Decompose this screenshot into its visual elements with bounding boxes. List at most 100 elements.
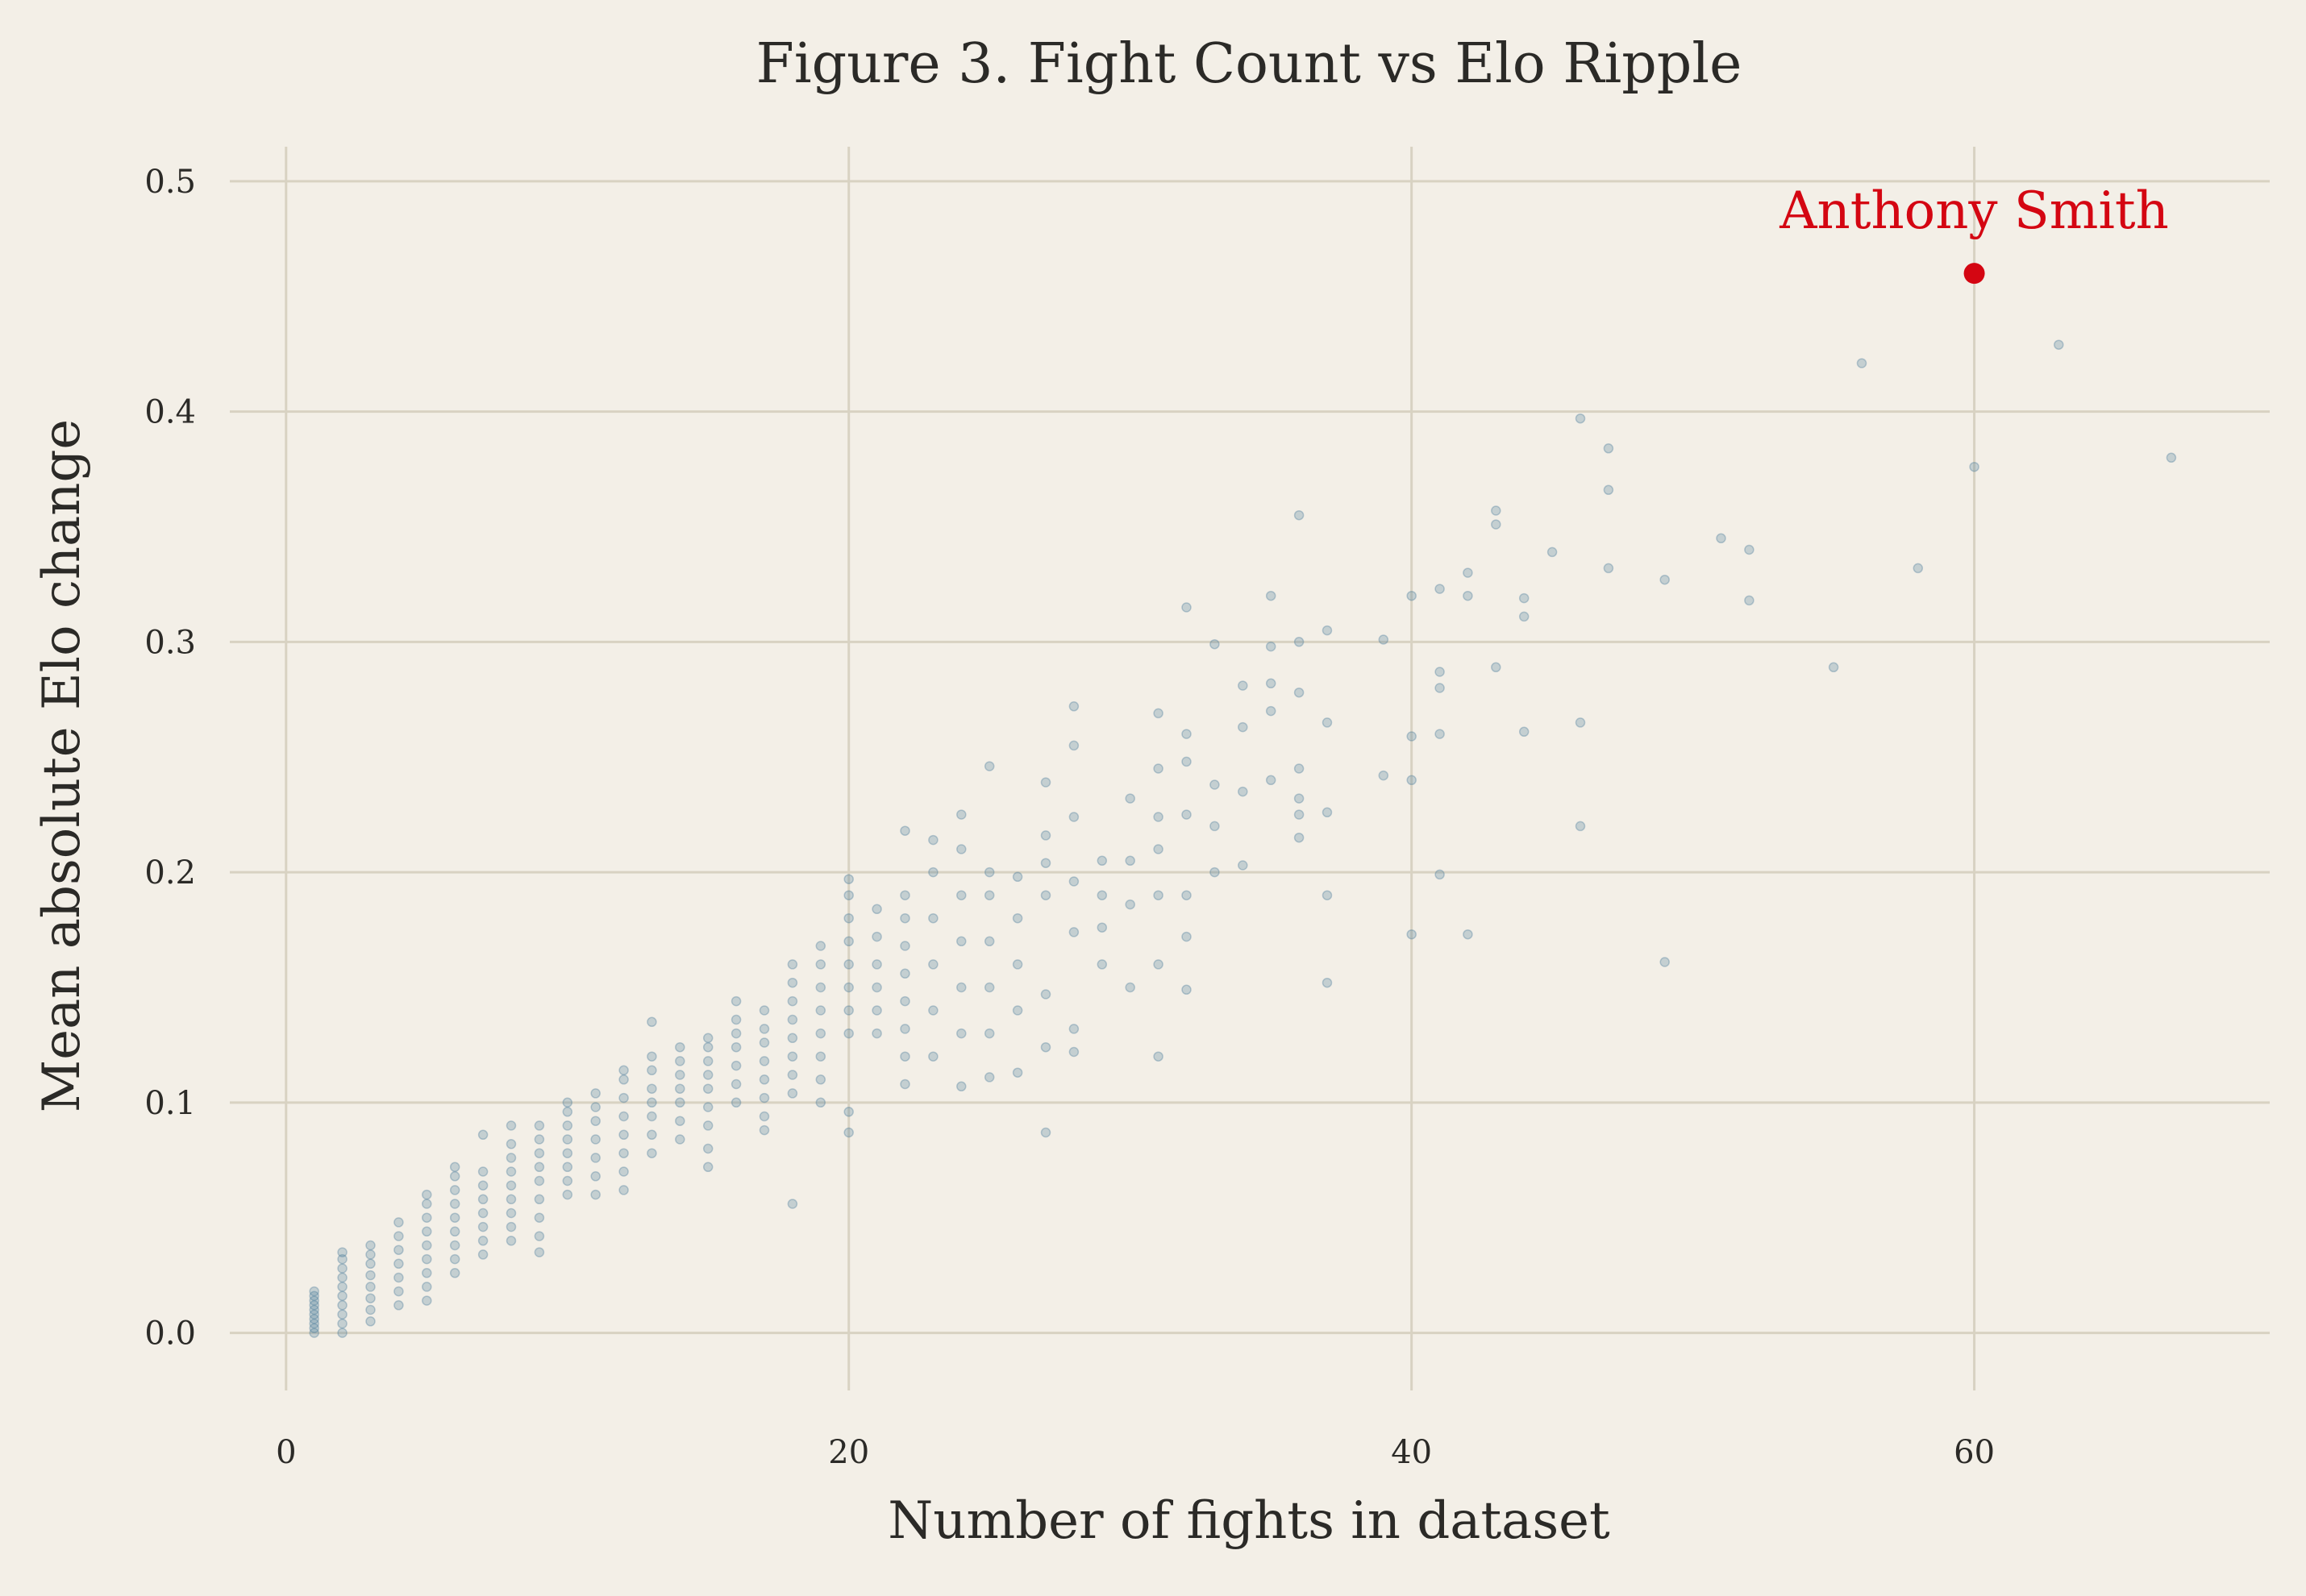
data-point	[1040, 830, 1051, 841]
data-point	[422, 1226, 432, 1237]
data-point	[787, 1014, 798, 1025]
data-point	[1293, 509, 1305, 521]
data-point	[1125, 855, 1135, 867]
data-point	[843, 890, 854, 900]
data-point	[900, 941, 910, 951]
data-point	[1181, 931, 1192, 942]
data-point	[759, 1124, 770, 1136]
data-point	[900, 1079, 910, 1090]
data-point	[647, 1097, 657, 1108]
data-point	[984, 761, 995, 771]
data-point	[1322, 717, 1333, 728]
data-point	[506, 1153, 517, 1163]
data-point	[309, 1286, 319, 1297]
data-point	[1238, 786, 1248, 797]
data-point	[1434, 584, 1445, 594]
data-point	[843, 936, 854, 947]
data-point	[534, 1194, 545, 1205]
data-point	[1659, 574, 1670, 585]
data-point	[647, 1065, 657, 1076]
data-point	[1068, 812, 1080, 822]
data-point	[449, 1162, 460, 1173]
data-point	[449, 1212, 460, 1223]
data-point	[365, 1293, 376, 1303]
data-point	[1575, 717, 1586, 728]
data-point	[1434, 869, 1445, 880]
data-point	[337, 1272, 348, 1283]
data-point	[900, 1024, 910, 1034]
data-point	[900, 995, 910, 1007]
data-point	[506, 1221, 517, 1232]
data-point	[477, 1236, 489, 1246]
data-point	[675, 1041, 685, 1053]
data-point	[815, 1097, 826, 1108]
data-point	[1068, 740, 1080, 751]
data-point	[365, 1304, 376, 1315]
data-point	[900, 825, 910, 836]
data-point	[590, 1189, 601, 1200]
data-point	[1068, 701, 1080, 712]
data-point	[1068, 1046, 1080, 1058]
data-point	[506, 1180, 517, 1191]
data-point	[928, 1051, 939, 1062]
data-point	[309, 1295, 319, 1306]
data-point	[1744, 595, 1754, 606]
data-point	[1265, 641, 1276, 652]
data-point	[506, 1166, 517, 1177]
data-point	[1012, 871, 1023, 883]
data-point	[872, 959, 882, 970]
data-point	[872, 1028, 882, 1039]
data-point	[1012, 959, 1023, 970]
data-point	[393, 1258, 404, 1270]
data-point	[1463, 590, 1473, 601]
data-point	[449, 1240, 460, 1251]
data-point	[309, 1328, 319, 1338]
data-point	[534, 1175, 545, 1187]
data-point	[1153, 1051, 1163, 1062]
data-point	[422, 1199, 432, 1209]
data-point	[759, 1037, 770, 1048]
data-point	[1238, 680, 1248, 691]
data-point	[1434, 683, 1445, 693]
data-point	[1293, 637, 1305, 647]
data-point	[590, 1116, 601, 1126]
data-point	[1406, 929, 1417, 940]
data-point	[984, 936, 995, 947]
data-point	[477, 1166, 489, 1177]
data-point	[759, 1005, 770, 1016]
data-point	[1293, 687, 1305, 698]
data-point	[534, 1162, 545, 1173]
data-point	[984, 890, 995, 900]
data-point	[309, 1323, 319, 1334]
data-point	[787, 1088, 798, 1099]
data-point	[1518, 726, 1530, 738]
data-point	[1209, 867, 1220, 878]
highlight-label: Anthony Smith	[1779, 181, 2169, 241]
data-point	[1828, 662, 1839, 673]
data-point	[449, 1171, 460, 1182]
data-point	[647, 1129, 657, 1141]
data-point	[1491, 519, 1501, 530]
data-point	[590, 1134, 601, 1145]
data-point	[928, 912, 939, 924]
data-point	[1040, 1127, 1051, 1138]
data-point	[956, 890, 967, 900]
data-point	[337, 1282, 348, 1292]
data-point	[900, 968, 910, 979]
data-point	[618, 1111, 629, 1122]
gridlines	[230, 147, 2270, 1390]
data-point	[1322, 977, 1333, 988]
data-point	[956, 1081, 967, 1092]
y-tick-label: 0.4	[144, 394, 196, 431]
data-point	[675, 1083, 685, 1094]
data-point	[1463, 929, 1473, 940]
data-point	[702, 1033, 714, 1044]
data-point	[449, 1226, 460, 1237]
data-point	[618, 1166, 629, 1177]
data-point	[2054, 339, 2064, 350]
data-point	[900, 890, 910, 900]
data-point	[337, 1263, 348, 1274]
data-point	[1153, 959, 1163, 970]
data-point	[1209, 821, 1220, 832]
data-point	[365, 1282, 376, 1292]
